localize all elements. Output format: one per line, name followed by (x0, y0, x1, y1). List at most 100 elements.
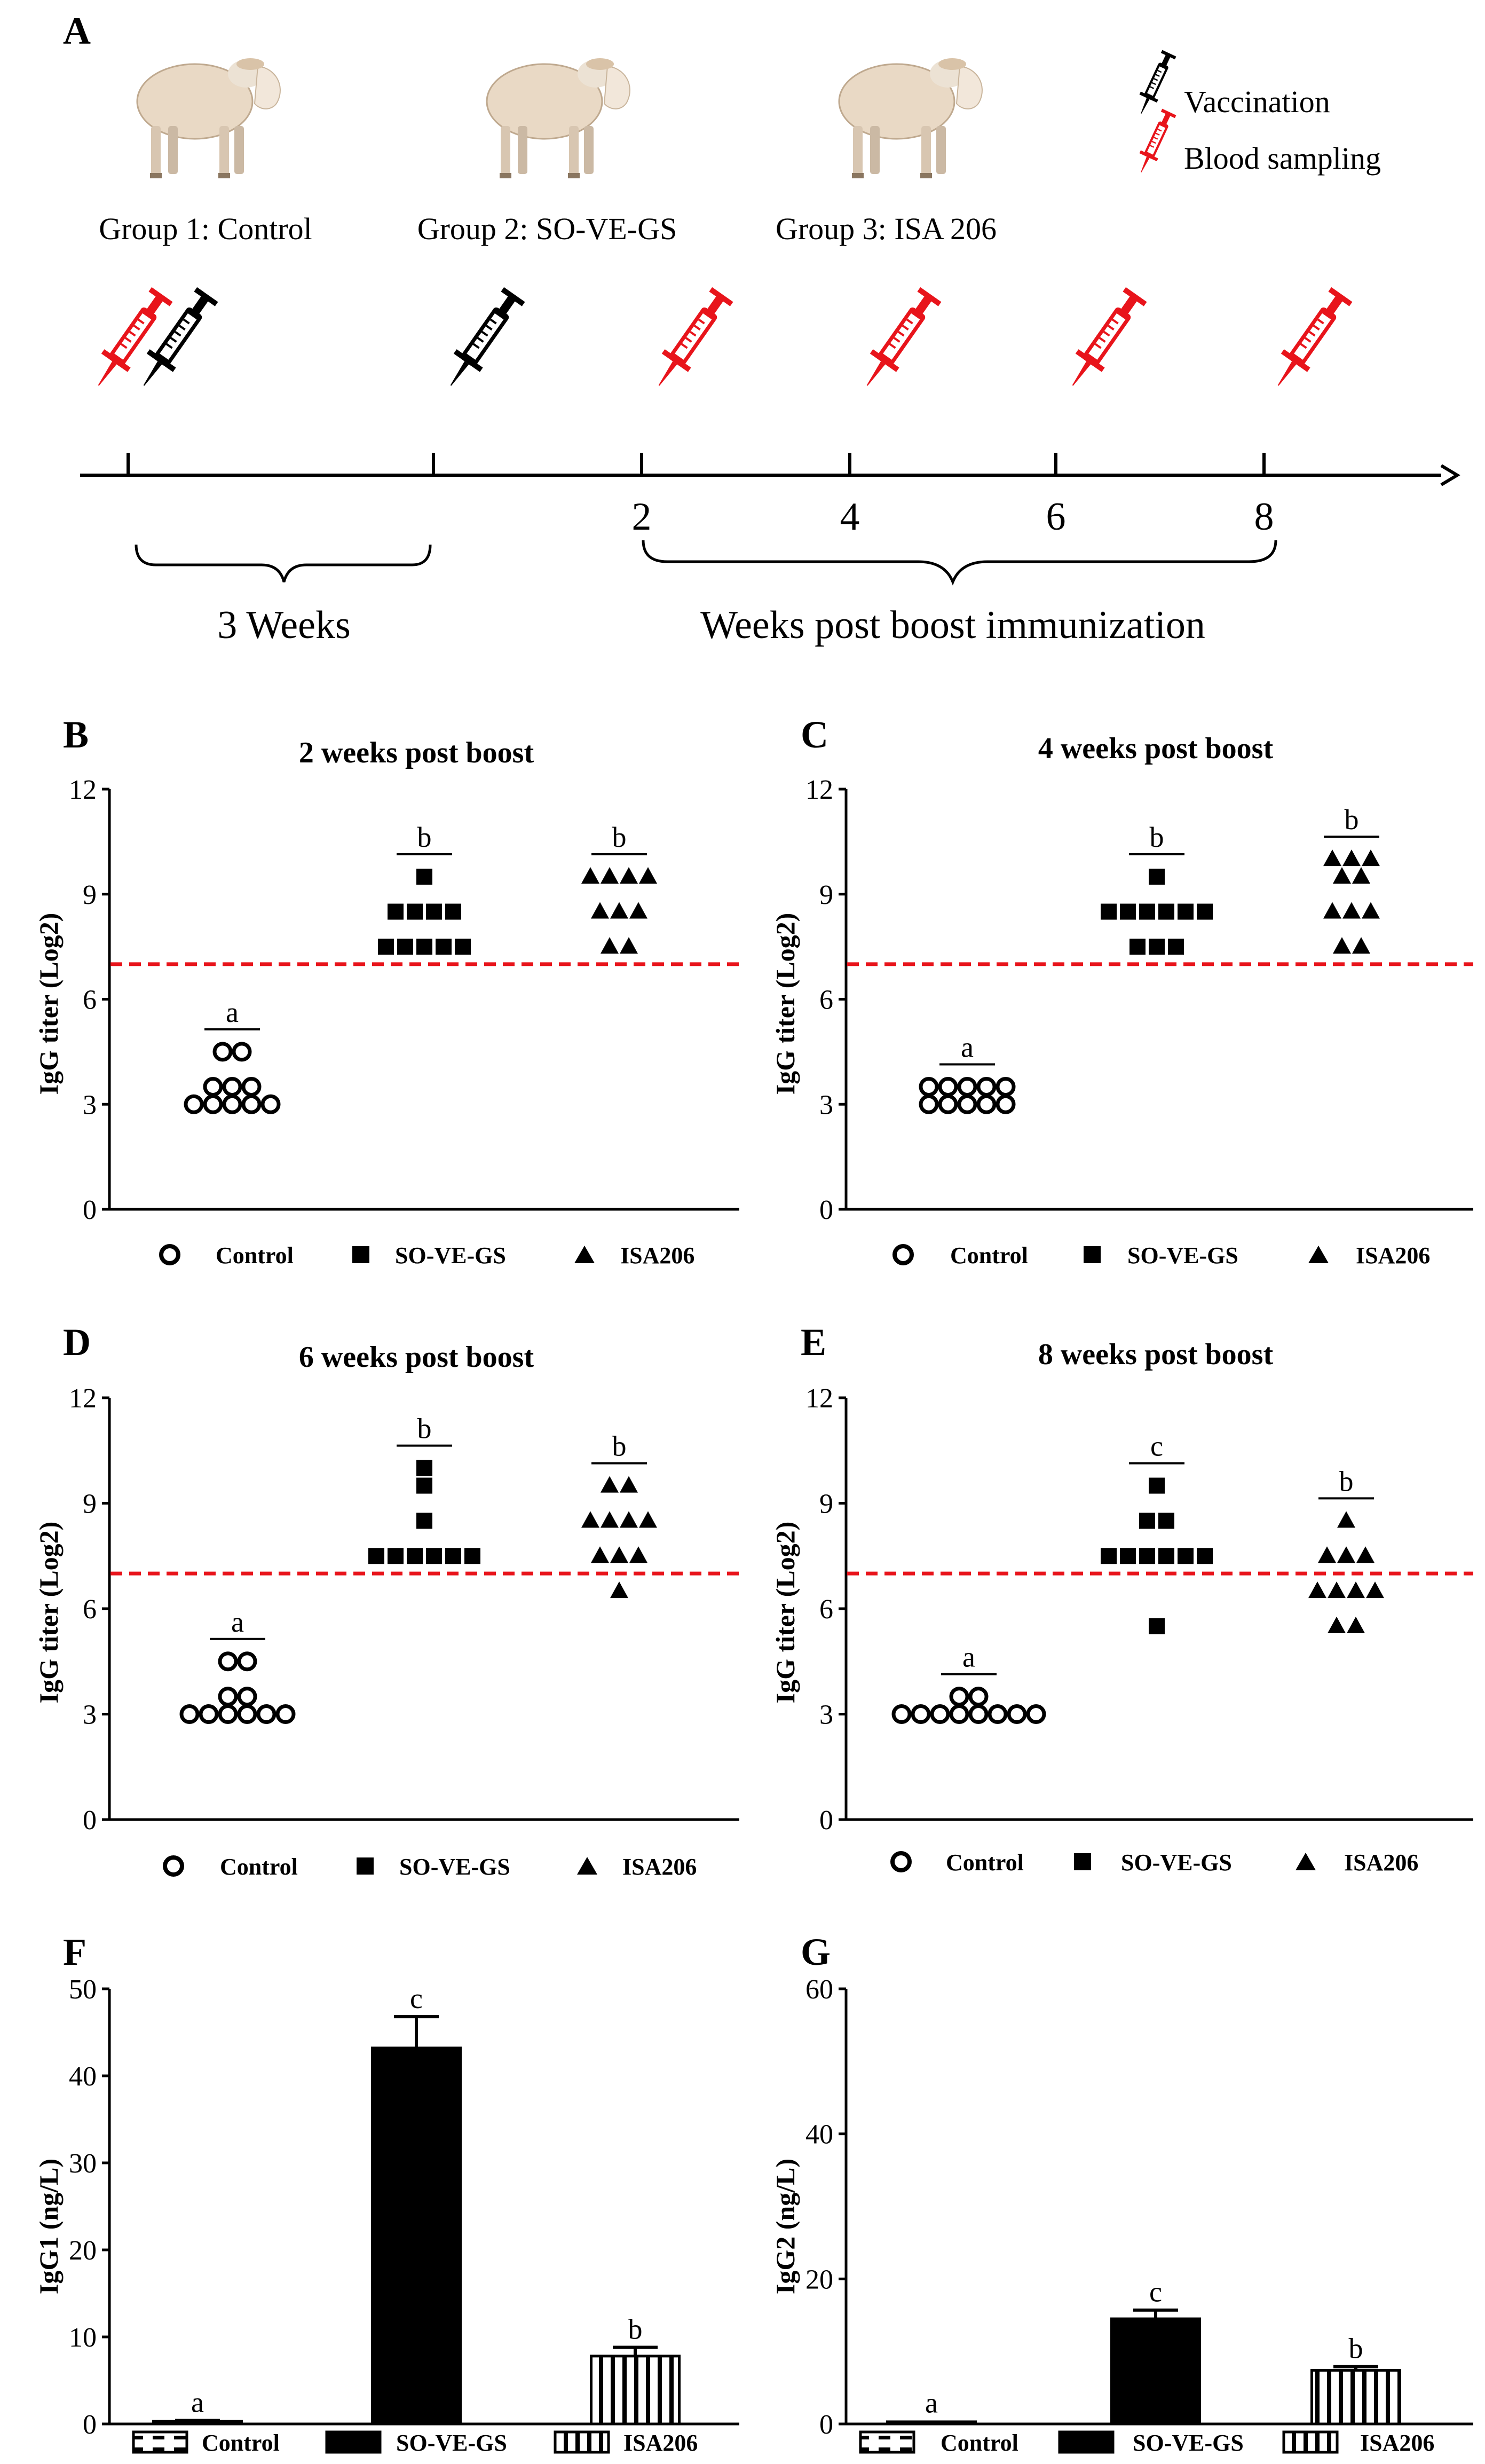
legend-solid-swatch (1058, 2430, 1115, 2454)
group-1-label: Group 1: Control (99, 211, 312, 246)
legend-triangle-marker (1296, 1853, 1316, 1870)
data-point-so-ve-gs (388, 1548, 404, 1564)
panel-c-ylabel: IgG titer (Log2) (770, 913, 800, 1095)
panel-d-ylabel: IgG titer (Log2) (34, 1522, 64, 1704)
significance-letter: c (1150, 1430, 1163, 1462)
data-point-control (891, 1704, 912, 1724)
significance-letter: b (612, 1430, 627, 1462)
data-point-control (1026, 1704, 1046, 1724)
panel-a-label: A (63, 10, 91, 52)
legend-control: Control (946, 1849, 1024, 1876)
blood-sampling-legend-label: Blood sampling (1184, 141, 1381, 176)
data-point-so-ve-gs (416, 939, 432, 955)
panel-d-title: 6 weeks post boost (299, 1341, 534, 1374)
y-tick-label: 30 (69, 2148, 97, 2179)
data-point-so-ve-gs (1149, 1618, 1165, 1634)
data-point-so-ve-gs (1139, 1513, 1155, 1529)
panel-e-title: 8 weeks post boost (1038, 1338, 1274, 1371)
data-point-isa206 (1362, 902, 1380, 919)
data-point-so-ve-gs (1129, 939, 1146, 955)
data-point-isa206 (1323, 902, 1341, 919)
data-point-isa206 (610, 1581, 628, 1599)
legend-square-marker (357, 1857, 374, 1875)
data-point-isa206 (601, 937, 619, 954)
data-point-so-ve-gs (1197, 1548, 1213, 1564)
legend-so-ve-gs: SO-VE-GS (1133, 2430, 1244, 2456)
data-point-control (996, 1076, 1016, 1097)
panel-f-plot: 0 10 20 30 40 50 a c b (69, 1974, 739, 2440)
legend-circle-marker (159, 1244, 180, 1265)
y-tick-label: 3 (819, 1700, 833, 1730)
data-point-so-ve-gs (426, 903, 442, 920)
data-point-isa206 (620, 937, 638, 954)
significance-letter: a (925, 2387, 938, 2419)
data-point-isa206 (1362, 849, 1380, 867)
significance-letter: c (410, 1982, 423, 2014)
panel-b-legend: Control SO-VE-GS ISA206 (159, 1242, 694, 1269)
data-point-isa206 (601, 867, 619, 884)
legend-isa206: ISA206 (1360, 2430, 1434, 2456)
data-point-control (996, 1094, 1016, 1114)
y-tick-label: 50 (69, 1974, 97, 2005)
data-point-control (968, 1704, 989, 1724)
data-point-control (256, 1704, 277, 1724)
y-tick-label: 60 (805, 1974, 833, 2005)
data-point-isa206 (620, 1511, 638, 1528)
data-point-control (218, 1704, 238, 1724)
data-point-isa206 (639, 867, 657, 884)
legend-control: Control (202, 2430, 280, 2456)
vaccination-icon (436, 284, 529, 396)
y-tick-label: 12 (805, 1383, 833, 1414)
data-point-control (212, 1042, 233, 1062)
legend-isa206: ISA206 (620, 1242, 694, 1269)
data-point-so-ve-gs (1158, 1548, 1174, 1564)
y-tick-label: 10 (69, 2323, 97, 2353)
legend-control: Control (941, 2430, 1018, 2456)
sheep-icon (486, 57, 631, 179)
data-point-control (1007, 1704, 1027, 1724)
bar-so-ve-gs (371, 2046, 462, 2426)
data-point-so-ve-gs (368, 1548, 384, 1564)
vaccination-legend-label: Vaccination (1184, 84, 1330, 119)
data-point-so-ve-gs (416, 1513, 432, 1529)
panel-f-label: F (63, 1931, 86, 1973)
data-point-control (241, 1076, 262, 1097)
panel-f: F IgG1 (ng/L) 0 10 20 30 40 50 a c b Control SO-… (34, 1931, 739, 2456)
data-point-control (919, 1076, 939, 1097)
panel-d-plot: 0 3 6 9 12 a b b (69, 1383, 739, 1836)
legend-triangle-marker (577, 1857, 597, 1875)
legend-isa206: ISA206 (623, 2430, 698, 2456)
timeline-arrow (1440, 464, 1460, 486)
panel-g-ylabel: IgG2 (ng/L) (770, 2159, 800, 2294)
panel-g-label: G (801, 1931, 831, 1973)
panel-c: C 4 weeks post boost IgG titer (Log2) 0 3… (770, 713, 1473, 1269)
data-point-so-ve-gs (426, 1548, 442, 1564)
significance-letter: b (1345, 804, 1359, 836)
data-point-control (938, 1076, 958, 1097)
data-point-so-ve-gs (1139, 903, 1155, 920)
data-point-control (237, 1687, 257, 1707)
data-point-control (976, 1094, 997, 1114)
data-point-control (938, 1094, 958, 1114)
legend-square-marker (1074, 1853, 1091, 1870)
y-tick-label: 3 (819, 1090, 833, 1120)
legend-control: Control (950, 1242, 1028, 1269)
timeline-label: 4 (840, 495, 860, 539)
data-point-so-ve-gs (1158, 903, 1174, 920)
blood-sampling-icon (644, 284, 737, 396)
data-point-control (222, 1094, 242, 1114)
significance-letter: a (191, 2386, 204, 2418)
data-point-control (241, 1094, 262, 1114)
period-post-boost: Weeks post boost immunization (700, 603, 1205, 647)
data-point-isa206 (591, 902, 609, 919)
legend-so-ve-gs: SO-VE-GS (1121, 1849, 1232, 1876)
data-point-so-ve-gs (1197, 903, 1213, 920)
data-point-isa206 (581, 1511, 599, 1528)
panel-e-label: E (801, 1321, 826, 1364)
data-point-so-ve-gs (388, 903, 404, 920)
blood-sampling-icon (1058, 284, 1151, 396)
data-point-isa206 (1308, 1581, 1326, 1599)
data-point-so-ve-gs (416, 1460, 432, 1476)
panel-d-label: D (63, 1321, 91, 1364)
data-point-control (203, 1094, 223, 1114)
